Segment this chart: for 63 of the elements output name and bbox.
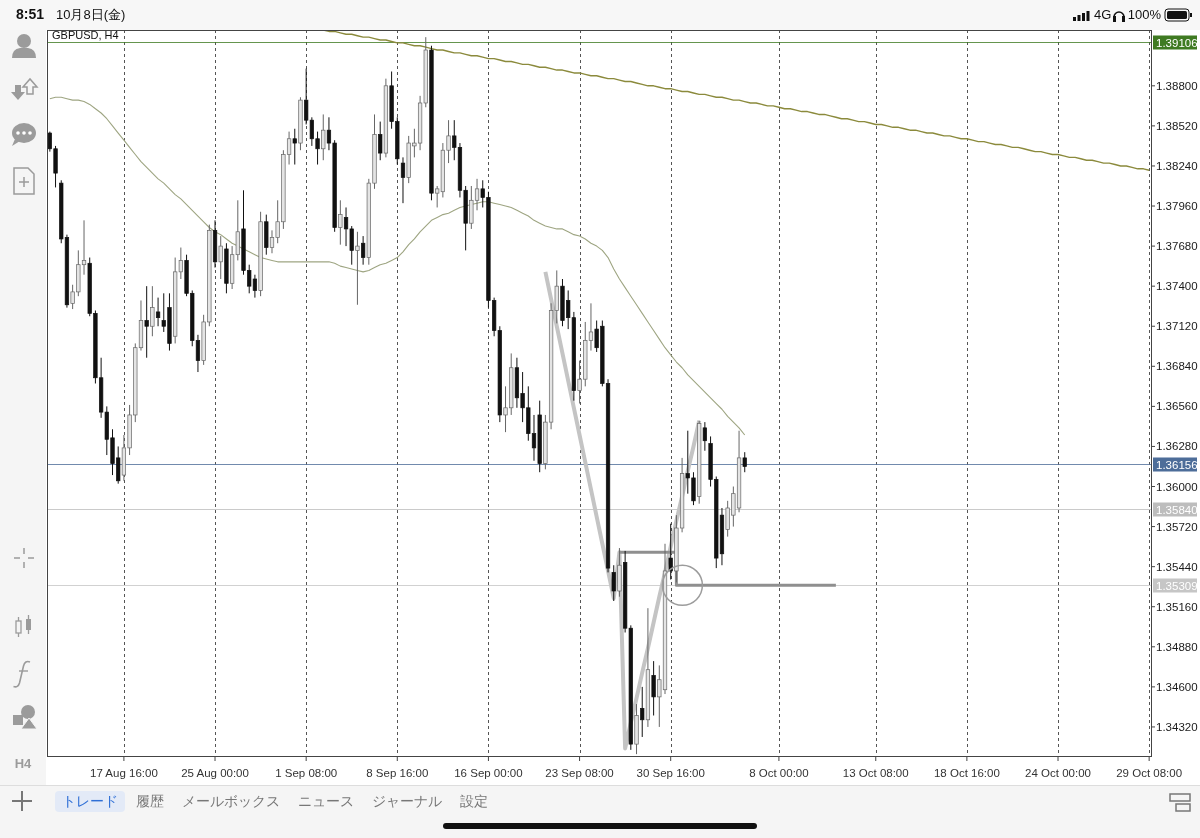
ref-line-label: 1.35309 (1156, 579, 1198, 592)
y-tick-label: 1.36840 (1156, 360, 1198, 373)
y-tick-label: 1.34600 (1156, 680, 1198, 693)
text: 設定 (460, 794, 488, 809)
chart-title: GBPUSD, H4 (52, 29, 119, 41)
text: 10月8日(金) (56, 7, 126, 22)
text: 4G (1094, 7, 1112, 22)
text: 8:51 (16, 6, 45, 22)
text: トレード (62, 794, 118, 809)
y-tick-label: 1.36560 (1156, 400, 1198, 413)
y-tick-label: 1.38800 (1156, 79, 1198, 92)
candlestick (400, 156, 406, 204)
y-tick-label: 1.38240 (1156, 159, 1198, 172)
y-tick-label: 1.34320 (1156, 720, 1198, 733)
candlestick (640, 686, 645, 738)
text: メールボックス (182, 794, 280, 809)
x-tick-label: 25 Aug 00:00 (181, 767, 249, 779)
x-tick-label: 13 Oct 08:00 (842, 767, 909, 779)
y-tick-label: 1.36280 (1156, 440, 1198, 453)
candlestick (321, 113, 326, 161)
y-tick-label: 1.37400 (1156, 280, 1198, 293)
x-tick-label: 30 Sep 16:00 (636, 767, 705, 779)
x-tick-label: 1 Sep 08:00 (275, 767, 338, 779)
x-tick-label: 8 Sep 16:00 (366, 767, 429, 779)
candlestick (702, 421, 707, 452)
y-tick-label: 1.35160 (1156, 600, 1198, 613)
y-tick-label: 1.38520 (1156, 119, 1198, 132)
x-tick-label: 24 Oct 00:00 (1025, 767, 1091, 779)
text: ニュース (298, 794, 354, 809)
candlestick (292, 128, 297, 166)
text: 履歴 (136, 794, 164, 809)
y-tick-label: 1.37960 (1156, 200, 1198, 213)
x-tick-label: 29 Oct 08:00 (1116, 767, 1183, 779)
y-tick-label: 1.37680 (1156, 240, 1198, 253)
candlestick (668, 523, 673, 581)
line-series (49, 96, 746, 436)
ref-line-label: 1.35840 (1156, 503, 1198, 516)
candlestick (651, 660, 656, 716)
candlestick (144, 285, 149, 359)
text: H4 (14, 756, 33, 771)
candlestick (742, 451, 747, 473)
x-tick-label: 8 Oct 00:00 (749, 767, 809, 779)
candlestick (611, 564, 616, 602)
text: 100% (1127, 7, 1162, 22)
y-tick-label: 1.37120 (1156, 320, 1198, 333)
candlestick (155, 297, 161, 327)
y-tick-label: 1.34880 (1156, 640, 1198, 653)
x-tick-label: 17 Aug 16:00 (90, 767, 158, 779)
x-tick-label: 23 Sep 08:00 (545, 767, 614, 779)
candlestick (378, 121, 383, 161)
candlestick (338, 199, 343, 246)
text: ジャーナル (372, 794, 442, 809)
candlestick (361, 235, 366, 266)
ref-line-label: 1.39106 (1156, 36, 1198, 49)
candlestick (218, 235, 223, 280)
x-tick-label: 16 Sep 00:00 (454, 767, 523, 779)
y-tick-label: 1.35720 (1156, 520, 1198, 533)
y-tick-label: 1.35440 (1156, 560, 1198, 573)
ref-line-label: 1.36156 (1156, 458, 1198, 471)
y-tick-label: 1.36000 (1156, 480, 1198, 493)
x-tick-label: 18 Oct 16:00 (933, 767, 1000, 779)
candlestick (355, 231, 360, 306)
candlestick (150, 285, 155, 337)
